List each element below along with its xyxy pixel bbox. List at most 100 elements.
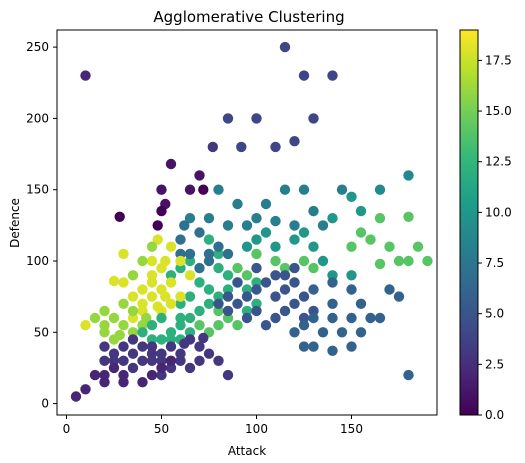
data-point (175, 312, 186, 324)
data-point (194, 262, 205, 274)
data-point (165, 341, 177, 352)
data-point (251, 213, 262, 224)
colorbar-tick-label: 2.5 (485, 357, 504, 371)
data-point (203, 255, 215, 267)
data-point (222, 369, 234, 381)
data-point (308, 284, 319, 295)
data-point (194, 320, 205, 331)
data-point (118, 248, 129, 260)
data-point (127, 305, 139, 317)
x-tick-label: 100 (245, 422, 268, 436)
data-point (152, 301, 163, 312)
data-point (175, 234, 186, 245)
data-point (279, 262, 291, 274)
data-point (156, 348, 167, 359)
y-tick-label: 50 (34, 325, 49, 339)
data-point (346, 241, 357, 252)
data-point (207, 141, 218, 153)
data-point (146, 255, 158, 267)
data-point (403, 369, 414, 381)
data-point (156, 369, 167, 381)
data-point (251, 284, 262, 295)
data-point (146, 291, 158, 302)
data-point (232, 262, 243, 274)
data-point (127, 291, 139, 302)
data-points (70, 41, 433, 402)
data-point (222, 248, 234, 260)
data-point (222, 270, 234, 281)
y-axis-ticks: 0 50 100 150 200 250 (26, 40, 57, 411)
data-point (137, 355, 148, 366)
data-point (156, 262, 167, 274)
data-point (137, 327, 148, 338)
data-point (175, 291, 186, 302)
data-point (384, 284, 395, 295)
data-point (260, 277, 272, 288)
data-point (270, 241, 281, 252)
y-tick-label: 200 (26, 111, 49, 125)
data-point (289, 298, 300, 309)
data-point (251, 234, 262, 245)
data-point (298, 320, 310, 331)
data-point (198, 184, 209, 195)
data-point (260, 320, 272, 331)
data-point (108, 275, 120, 287)
colorbar-tick-label: 17.5 (485, 53, 512, 67)
data-point (327, 312, 338, 324)
data-point (146, 355, 158, 366)
colorbar-tick-label: 10.0 (485, 205, 512, 219)
data-point (289, 234, 300, 245)
data-point (403, 211, 414, 222)
data-point (346, 270, 357, 281)
data-point (336, 327, 348, 338)
data-point (327, 70, 338, 81)
data-point (194, 305, 205, 317)
data-point (241, 312, 253, 324)
data-point (194, 277, 205, 288)
data-point (336, 184, 348, 195)
data-point (270, 141, 281, 153)
data-point (251, 305, 262, 317)
colorbar-ticks: 0.0 2.5 5.0 7.5 10.0 12.5 15.0 17.5 (478, 53, 512, 422)
data-point (175, 255, 186, 267)
data-point (156, 362, 167, 374)
data-point (146, 369, 158, 381)
data-point (365, 312, 376, 324)
data-point (279, 184, 291, 195)
y-axis-label: Defence (8, 198, 22, 248)
data-point (127, 362, 139, 374)
data-point (289, 277, 300, 288)
data-point (165, 158, 177, 170)
data-point (346, 284, 357, 295)
plot-area-frame (56, 29, 438, 416)
data-point (156, 334, 167, 345)
data-point (241, 291, 253, 302)
data-point (179, 338, 190, 349)
colorbar-tick-label: 7.5 (485, 256, 504, 270)
data-point (127, 348, 139, 359)
data-point (165, 355, 177, 366)
data-point (298, 70, 310, 81)
data-point (213, 184, 224, 195)
data-point (118, 298, 129, 309)
data-point (118, 341, 129, 352)
data-point (152, 234, 163, 245)
data-point (203, 213, 215, 224)
data-point (175, 320, 186, 331)
data-point (236, 141, 247, 153)
y-tick-label: 150 (26, 183, 49, 197)
data-point (308, 341, 319, 352)
data-point (213, 241, 224, 252)
data-point (317, 255, 329, 267)
data-point (137, 341, 148, 352)
data-point (99, 355, 110, 366)
data-point (260, 198, 272, 210)
data-point (70, 391, 82, 402)
data-point (184, 291, 196, 302)
data-point (298, 341, 310, 352)
data-point (213, 320, 224, 331)
data-point (308, 113, 319, 124)
data-point (156, 312, 167, 324)
data-point (137, 377, 148, 388)
data-point (317, 220, 329, 231)
